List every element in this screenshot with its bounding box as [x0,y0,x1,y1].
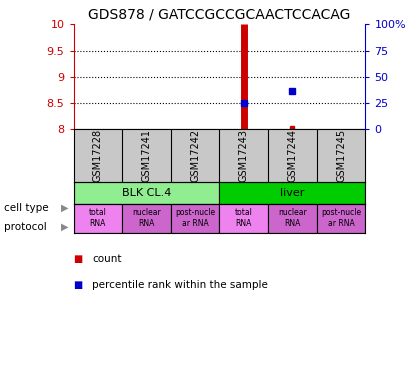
Text: protocol: protocol [4,222,47,232]
Text: ■: ■ [74,254,83,264]
Text: percentile rank within the sample: percentile rank within the sample [92,280,268,290]
Bar [268,204,317,232]
Bar [220,204,268,232]
Bar [171,204,220,232]
Bar [74,182,220,204]
Text: post-nucle
ar RNA: post-nucle ar RNA [321,209,361,228]
Text: total
RNA: total RNA [235,209,253,228]
Text: liver: liver [280,188,304,198]
Bar [317,204,365,232]
Text: count: count [92,254,122,264]
Text: ▶: ▶ [61,222,69,232]
Text: GSM17228: GSM17228 [93,129,103,182]
Text: ▶: ▶ [61,203,69,213]
Bar [74,204,122,232]
Text: BLK CL.4: BLK CL.4 [122,188,171,198]
Text: GSM17241: GSM17241 [142,129,152,182]
Text: ■: ■ [74,280,83,290]
Text: cell type: cell type [4,203,49,213]
Text: GSM17245: GSM17245 [336,129,346,182]
Text: nuclear
RNA: nuclear RNA [132,209,161,228]
Text: GSM17243: GSM17243 [239,129,249,182]
Title: GDS878 / GATCCGCCGCAACTCCACAG: GDS878 / GATCCGCCGCAACTCCACAG [88,8,351,22]
Bar [122,204,171,232]
Text: nuclear
RNA: nuclear RNA [278,209,307,228]
Text: GSM17242: GSM17242 [190,129,200,182]
Text: total
RNA: total RNA [89,209,107,228]
Text: GSM17244: GSM17244 [287,129,297,182]
Bar [220,182,365,204]
Text: post-nucle
ar RNA: post-nucle ar RNA [175,209,215,228]
